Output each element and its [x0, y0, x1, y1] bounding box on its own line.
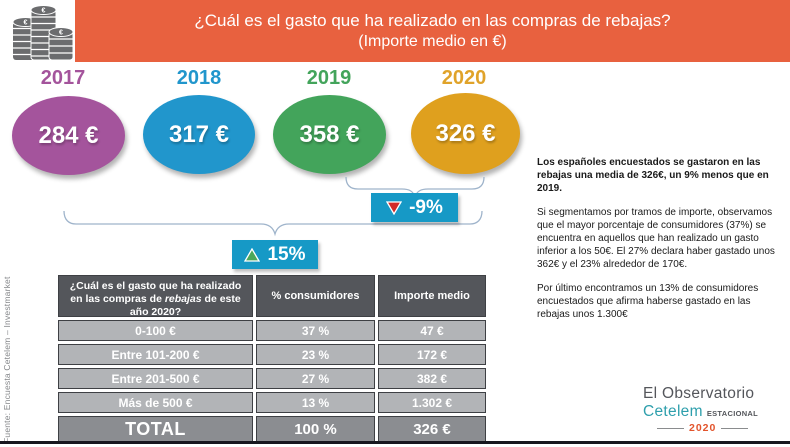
table-row-consumers: 13 %: [256, 392, 375, 413]
bubble-2019: 358 €: [273, 95, 386, 174]
table-row-amount: 47 €: [378, 320, 486, 341]
table-row-amount: 1.302 €: [378, 392, 486, 413]
logo-line1: El Observatorio: [643, 385, 755, 402]
table-row-consumers: 27 %: [256, 368, 375, 389]
table-row-consumers: 23 %: [256, 344, 375, 365]
table-row-consumers: 37 %: [256, 320, 375, 341]
commentary-paragraph-2: Si segmentamos por tramos de importe, ob…: [537, 207, 775, 270]
table-row-range: Entre 201-500 €: [58, 368, 253, 389]
bubble-2018: 317 €: [143, 95, 255, 174]
bubble-2018-value: 317 €: [168, 120, 230, 148]
table-header-amount: Importe medio: [378, 275, 486, 317]
change-badge-down-value: -9%: [409, 196, 443, 218]
change-badge-2020-vs-2019: -9%: [371, 193, 458, 222]
year-label-2019: 2019: [306, 67, 352, 89]
table-header-question: ¿Cuál es el gasto que ha realizado en la…: [58, 275, 253, 318]
year-label-2018: 2018: [176, 67, 222, 89]
svg-text:€: €: [24, 20, 28, 27]
table-header-consumers: % consumidores: [256, 275, 375, 317]
svg-text:€: €: [59, 30, 63, 37]
year-label-2017: 2017: [40, 67, 86, 89]
logo-brand: Cetelem: [643, 403, 703, 420]
svg-text:€: €: [42, 8, 46, 15]
page-title: ¿Cuál es el gasto que ha realizado en la…: [194, 10, 671, 30]
bubble-2017: 284 €: [12, 96, 125, 175]
page-subtitle: (Importe medio en €): [358, 32, 507, 50]
footer-divider: [0, 441, 790, 444]
table-row-range: Más de 500 €: [58, 392, 253, 413]
source-note: Fuente: Encuesta Cetelem – Investmarket: [2, 276, 12, 443]
table-total-label: TOTAL: [58, 416, 253, 443]
table-row-amount: 382 €: [378, 368, 486, 389]
table-row-range: 0-100 €: [58, 320, 253, 341]
logo-edition: ESTACIONAL: [706, 409, 759, 418]
bubble-2020: 326 €: [411, 93, 520, 174]
table-total-consumers: 100 %: [256, 416, 375, 443]
logo-year: 2020: [689, 422, 717, 434]
spending-table: ¿Cuál es el gasto que ha realizado en la…: [58, 275, 486, 443]
bubble-2017-value: 284 €: [38, 121, 99, 149]
triangle-down-icon: [386, 200, 403, 215]
triangle-up-icon: [244, 247, 261, 262]
table-total-amount: 326 €: [378, 416, 486, 443]
coins-icon: € € €: [12, 5, 74, 61]
year-label-2020: 2020: [441, 67, 487, 89]
bubble-2019-value: 358 €: [299, 120, 360, 148]
commentary-block: Los españoles encuestados se gastaron en…: [537, 157, 782, 334]
logo-rule-left: [657, 427, 684, 429]
table-row-amount: 172 €: [378, 344, 486, 365]
change-badge-2017-to-2020: 15%: [232, 240, 318, 269]
table-row-range: Entre 101-200 €: [58, 344, 253, 365]
commentary-paragraph-3: Por último encontramos un 13% de consumi…: [537, 283, 759, 320]
observatorio-cetelem-logo: El Observatorio Cetelem ESTACIONAL 2020: [643, 385, 785, 434]
commentary-paragraph-1: Los españoles encuestados se gastaron en…: [537, 157, 769, 194]
bubble-2020-value: 326 €: [435, 119, 496, 147]
title-banner: ¿Cuál es el gasto que ha realizado en la…: [75, 0, 790, 62]
logo-rule-right: [721, 427, 749, 429]
change-badge-up-value: 15%: [267, 243, 306, 265]
